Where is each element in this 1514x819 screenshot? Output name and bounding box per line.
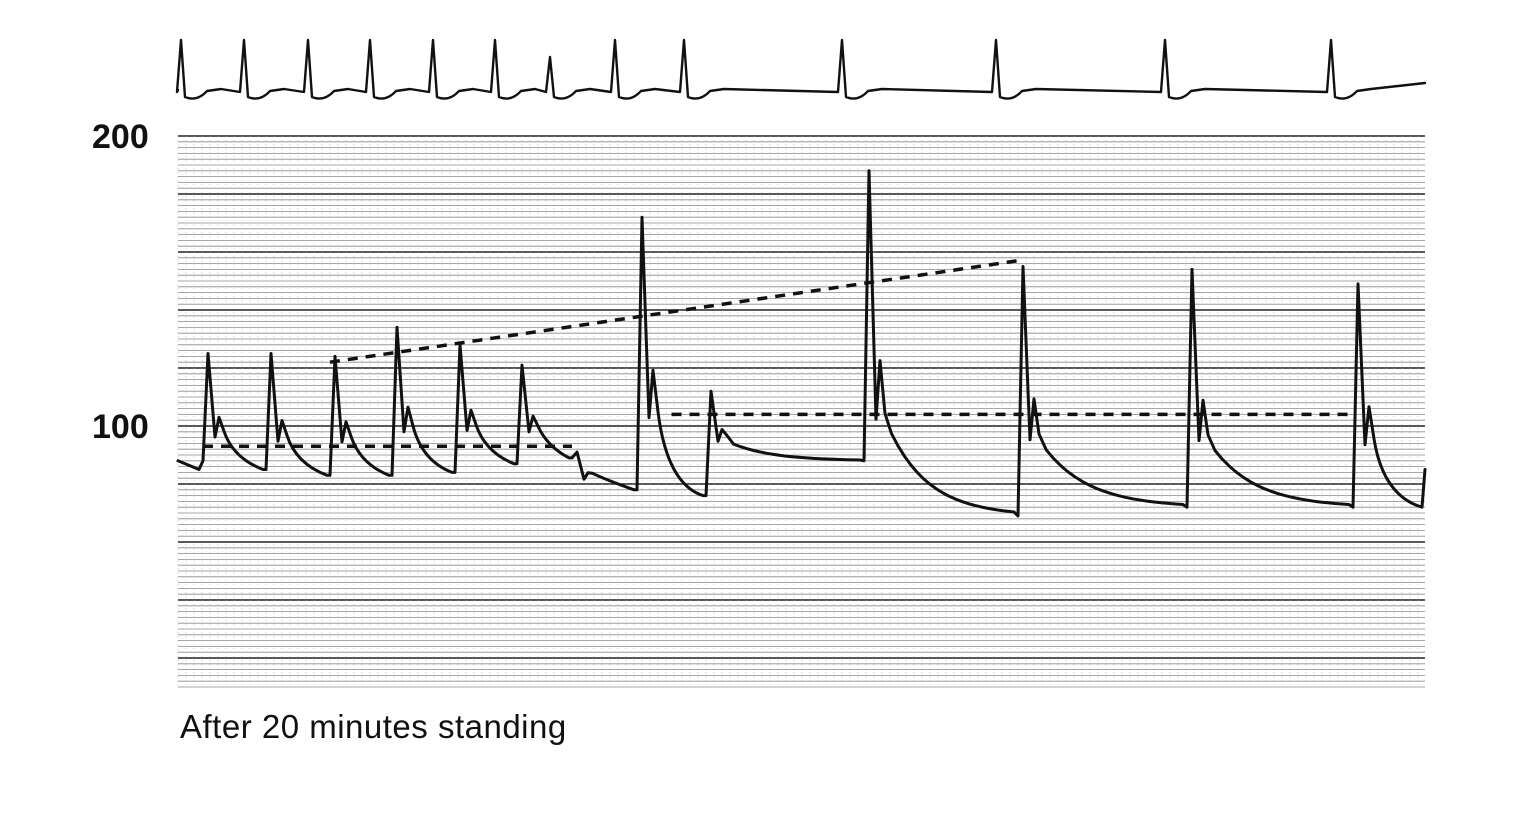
chart-grid [177,135,1425,688]
y-tick-label: 100 [92,408,149,446]
y-axis-ticks: 200 100 [92,118,149,446]
figure-caption: After 20 minutes standing [180,708,567,745]
y-tick-label: 200 [92,118,149,156]
ecg-waveform [175,38,1427,100]
ecg-trace [175,38,1427,100]
pressure-waveform [176,169,1427,518]
pressure-trace [176,169,1427,518]
reference-dashed-line [329,258,1019,364]
reference-lines [203,258,1353,449]
